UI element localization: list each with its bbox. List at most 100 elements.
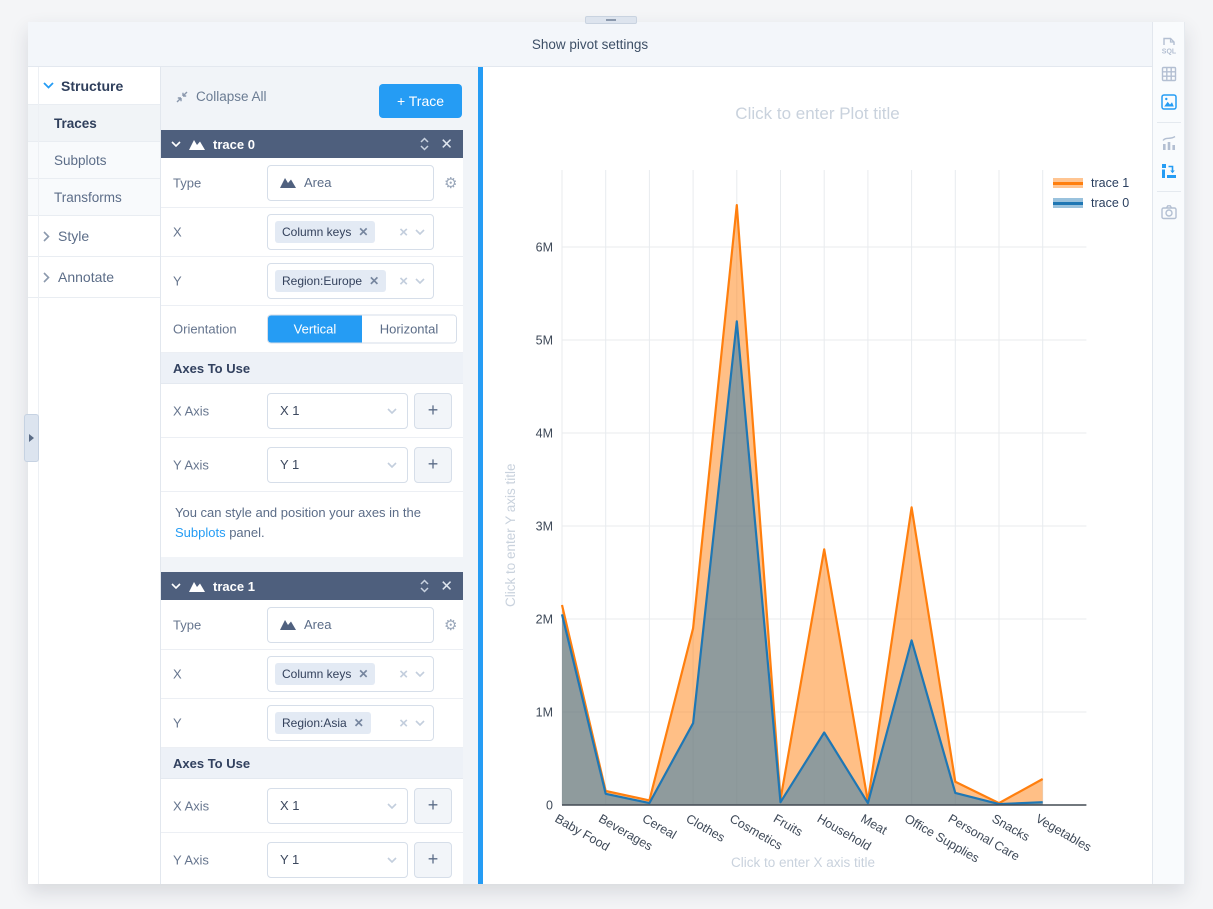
svg-text:Clothes: Clothes	[684, 811, 728, 844]
svg-text:2M: 2M	[536, 613, 553, 627]
y-field-row: Y Region:Asia ✕ ×	[161, 699, 463, 749]
chevron-down-icon[interactable]	[415, 720, 425, 727]
toolbar-divider	[1156, 191, 1181, 192]
legend-item-trace-1[interactable]: trace 1	[1053, 176, 1129, 190]
y-field-select[interactable]: Region:Asia ✕ ×	[267, 705, 434, 742]
orientation-segmented-control: Vertical Horizontal	[267, 314, 457, 344]
x-field-select[interactable]: Column keys ✕ ×	[267, 214, 434, 250]
sidebar-item-style[interactable]: Style	[28, 216, 160, 257]
add-trace-button[interactable]: + Trace	[379, 84, 462, 118]
pivot-view-icon[interactable]	[1157, 159, 1181, 183]
trace-type-select[interactable]: Area	[267, 164, 434, 201]
sidebar-item-transforms[interactable]: Transforms	[28, 179, 160, 216]
orientation-horizontal-button[interactable]: Horizontal	[362, 315, 456, 343]
snapshot-camera-icon[interactable]	[1157, 200, 1181, 224]
sql-view-icon[interactable]: SQL	[1157, 34, 1181, 58]
show-pivot-settings-link[interactable]: Show pivot settings	[531, 36, 649, 52]
top-bar: Show pivot settings	[28, 22, 1152, 67]
x-field-select[interactable]: Column keys ✕ ×	[267, 656, 434, 693]
chevron-down-icon	[171, 141, 181, 147]
svg-text:SQL: SQL	[1161, 49, 1176, 56]
x-axis-select[interactable]: X 1	[267, 787, 408, 824]
data-table-view-icon[interactable]	[1157, 62, 1181, 86]
collapse-all-icon	[176, 91, 188, 102]
trace-0-header[interactable]: trace 0 ✕	[161, 130, 463, 158]
sidebar-collapse-handle[interactable]	[24, 414, 39, 462]
orientation-vertical-button[interactable]: Vertical	[268, 315, 362, 343]
reorder-trace-icon[interactable]	[419, 137, 430, 151]
clear-field-icon[interactable]: ×	[399, 714, 408, 732]
add-y-axis-button[interactable]: +	[414, 446, 452, 483]
x-axis-select[interactable]: X 1	[267, 392, 408, 429]
chevron-down-icon	[171, 583, 181, 590]
chevron-down-icon[interactable]	[415, 671, 425, 678]
collapse-all-button[interactable]: Collapse All	[175, 89, 267, 104]
trace-name: trace 1	[213, 578, 255, 594]
svg-text:3M: 3M	[536, 520, 553, 534]
sidebar-item-traces[interactable]: Traces	[28, 105, 160, 142]
trace-type-settings-gear-icon[interactable]: ⚙	[444, 616, 458, 634]
legend-item-trace-0[interactable]: trace 0	[1053, 196, 1129, 210]
axes-to-use-header: Axes To Use	[161, 748, 463, 780]
chart-view-icon[interactable]	[1157, 90, 1181, 114]
chevron-down-icon	[387, 407, 397, 414]
sidebar-item-subplots[interactable]: Subplots	[28, 142, 160, 179]
clear-field-icon[interactable]: ×	[399, 223, 408, 241]
x-value-chip[interactable]: Column keys ✕	[275, 663, 376, 686]
trace-type-select[interactable]: Area	[267, 606, 434, 643]
add-x-axis-button[interactable]: +	[414, 392, 452, 429]
remove-chip-icon[interactable]: ✕	[353, 716, 364, 731]
y-value-chip[interactable]: Region:Asia ✕	[275, 712, 371, 735]
plot-title-placeholder[interactable]: Click to enter Plot title	[735, 104, 900, 123]
x-axis-title-placeholder[interactable]: Click to enter X axis title	[730, 855, 876, 870]
remove-chip-icon[interactable]: ✕	[358, 667, 369, 682]
reorder-trace-icon[interactable]	[419, 579, 430, 593]
sidebar-item-annotate[interactable]: Annotate	[28, 257, 160, 298]
chevron-down-icon[interactable]	[415, 229, 425, 235]
clear-field-icon[interactable]: ×	[399, 665, 408, 683]
delete-trace-icon[interactable]: ✕	[440, 577, 453, 595]
x-field-row: X Column keys ✕ ×	[161, 650, 463, 700]
area-chart-icon	[280, 620, 296, 631]
insights-chart-icon[interactable]	[1157, 131, 1181, 155]
y-axis-row: Y Axis Y 1 +	[161, 438, 463, 492]
y-field-select[interactable]: Region:Europe ✕ ×	[267, 263, 434, 299]
nav-divider-line	[38, 67, 39, 884]
svg-text:6M: 6M	[536, 241, 553, 255]
axes-note: You can style and position your axes in …	[161, 492, 463, 558]
clear-field-icon[interactable]: ×	[399, 272, 408, 290]
subplots-link[interactable]: Subplots	[175, 525, 226, 541]
panel-header: Collapse All + Trace	[161, 67, 478, 130]
x-axis-row: X Axis X 1 +	[161, 779, 463, 834]
remove-chip-icon[interactable]: ✕	[358, 225, 369, 239]
trace-1-header[interactable]: trace 1 ✕	[161, 572, 463, 601]
trace-type-settings-gear-icon[interactable]: ⚙	[444, 174, 458, 192]
expand-arrow-icon	[29, 434, 34, 442]
chart-legend: trace 1 trace 0	[1053, 176, 1129, 210]
chevron-right-icon	[43, 230, 50, 242]
y-axis-title-placeholder[interactable]: Click to enter Y axis title	[503, 463, 518, 607]
trace-name: trace 0	[213, 136, 255, 152]
chevron-down-icon[interactable]	[415, 278, 425, 284]
trace-1-card: trace 1 ✕ Type Area ⚙ X Column keys	[161, 572, 463, 884]
svg-text:Vegetables: Vegetables	[1033, 811, 1094, 854]
delete-trace-icon[interactable]: ✕	[440, 135, 453, 153]
panel-toggle-tab[interactable]	[585, 16, 637, 24]
svg-text:0: 0	[546, 799, 553, 813]
add-x-axis-button[interactable]: +	[414, 787, 452, 824]
y-axis-select[interactable]: Y 1	[267, 446, 408, 483]
panel-resize-divider[interactable]	[478, 67, 483, 884]
traces-panel: Collapse All + Trace trace 0 ✕ Type Area	[160, 67, 478, 884]
remove-chip-icon[interactable]: ✕	[369, 274, 380, 288]
orientation-row: Orientation Vertical Horizontal	[161, 306, 463, 353]
add-y-axis-button[interactable]: +	[414, 841, 452, 878]
x-value-chip[interactable]: Column keys ✕	[275, 221, 376, 243]
svg-text:1M: 1M	[536, 706, 553, 720]
area-chart-icon	[189, 139, 205, 150]
sidebar-item-structure[interactable]: Structure	[28, 67, 160, 105]
area-chart-icon	[189, 581, 205, 592]
y-value-chip[interactable]: Region:Europe ✕	[275, 270, 387, 292]
nav-structure-label: Structure	[61, 77, 124, 94]
y-axis-select[interactable]: Y 1	[267, 841, 408, 878]
